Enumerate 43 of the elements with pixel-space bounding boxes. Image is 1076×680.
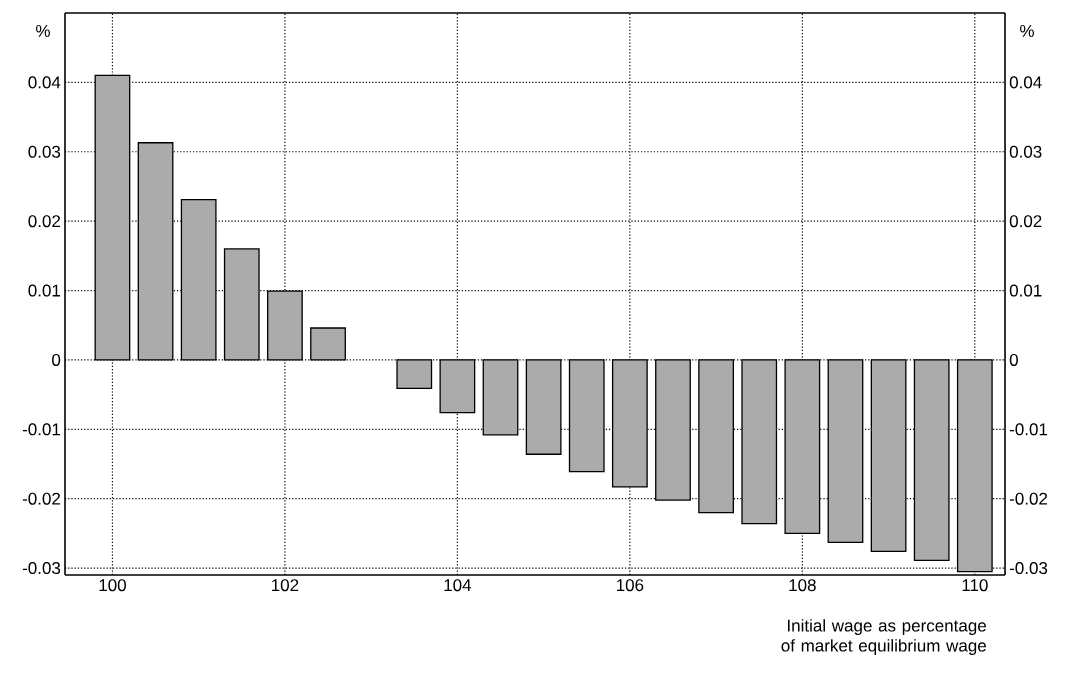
y2-tick-label: 0.04 <box>1009 76 1042 89</box>
bar <box>439 359 476 414</box>
x-tick-label: 106 <box>616 579 644 592</box>
y-tick-label: 0.01 <box>28 284 61 297</box>
y2-tick-label: -0.01 <box>1009 423 1048 436</box>
bar <box>784 359 821 535</box>
bar <box>827 359 864 544</box>
x-tick-label: 108 <box>789 579 816 592</box>
y-axis-title: % <box>36 24 50 37</box>
y-tick-label: -0.01 <box>22 423 61 436</box>
bar <box>611 359 648 488</box>
bar <box>525 359 562 455</box>
y2-axis-title: % <box>1020 24 1034 37</box>
bar <box>267 290 303 361</box>
y2-tick-label: 0 <box>1009 353 1018 366</box>
y2-tick-label: 0.01 <box>1009 284 1042 297</box>
x-tick-label: 104 <box>444 579 472 592</box>
bar <box>870 359 907 553</box>
bar <box>137 142 174 361</box>
x-tick-label: 102 <box>272 579 299 592</box>
y-tick-label: 0 <box>52 353 61 366</box>
bar <box>180 198 217 361</box>
bar <box>568 359 605 473</box>
x-tick-label: 110 <box>962 579 988 592</box>
bar <box>223 248 260 361</box>
y-tick-label: -0.02 <box>22 492 60 505</box>
y-tick-label: 0.02 <box>28 215 60 228</box>
bar <box>310 327 346 361</box>
bar <box>913 359 950 562</box>
y-tick-label: 0.04 <box>28 76 61 89</box>
x-axis-title: Initial wage as percentage of market equilibrium wage <box>781 619 986 655</box>
y-tick-label: -0.03 <box>22 562 61 575</box>
x-tick-label: 100 <box>99 579 126 592</box>
y2-tick-label: 0.03 <box>1009 145 1042 158</box>
bar <box>482 359 519 436</box>
bar <box>655 359 691 501</box>
bar <box>396 359 433 390</box>
y-tick-label: 0.03 <box>28 145 61 158</box>
y2-tick-label: -0.02 <box>1009 492 1048 505</box>
y2-tick-label: 0.02 <box>1009 215 1042 228</box>
bar <box>698 359 735 514</box>
y2-tick-label: -0.03 <box>1009 562 1048 575</box>
bar <box>741 359 778 525</box>
